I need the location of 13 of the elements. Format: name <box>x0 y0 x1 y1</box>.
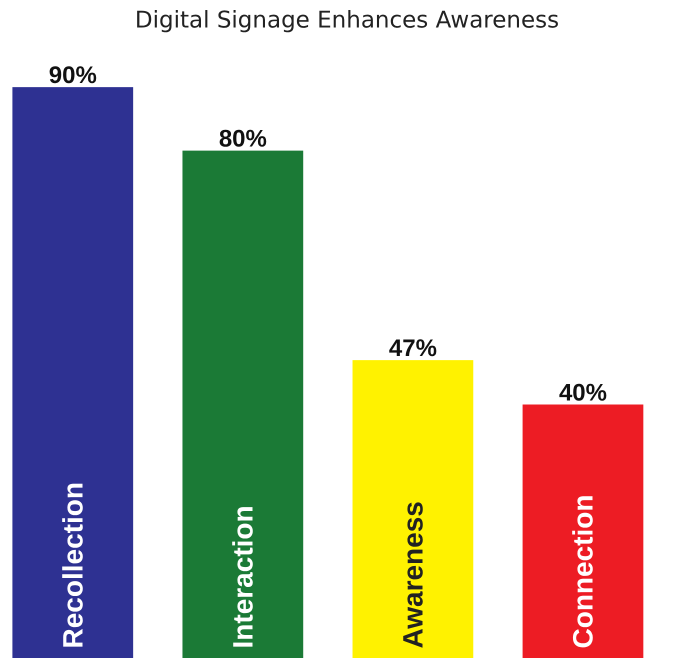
bar <box>182 150 304 658</box>
x-tick-label: Connection <box>567 494 598 648</box>
bar <box>352 360 474 658</box>
data-label: 90% <box>48 62 97 90</box>
chart-title: Digital Signage Enhances Awareness <box>134 8 560 34</box>
bar <box>12 87 134 658</box>
x-tick-label: Awareness <box>397 501 428 648</box>
data-label: 47% <box>388 335 437 362</box>
bar <box>522 404 644 658</box>
x-tick-label: Interaction <box>227 505 258 648</box>
x-tick-label: Recollection <box>57 482 88 648</box>
data-label: 40% <box>558 380 607 407</box>
data-label: 80% <box>218 126 267 153</box>
